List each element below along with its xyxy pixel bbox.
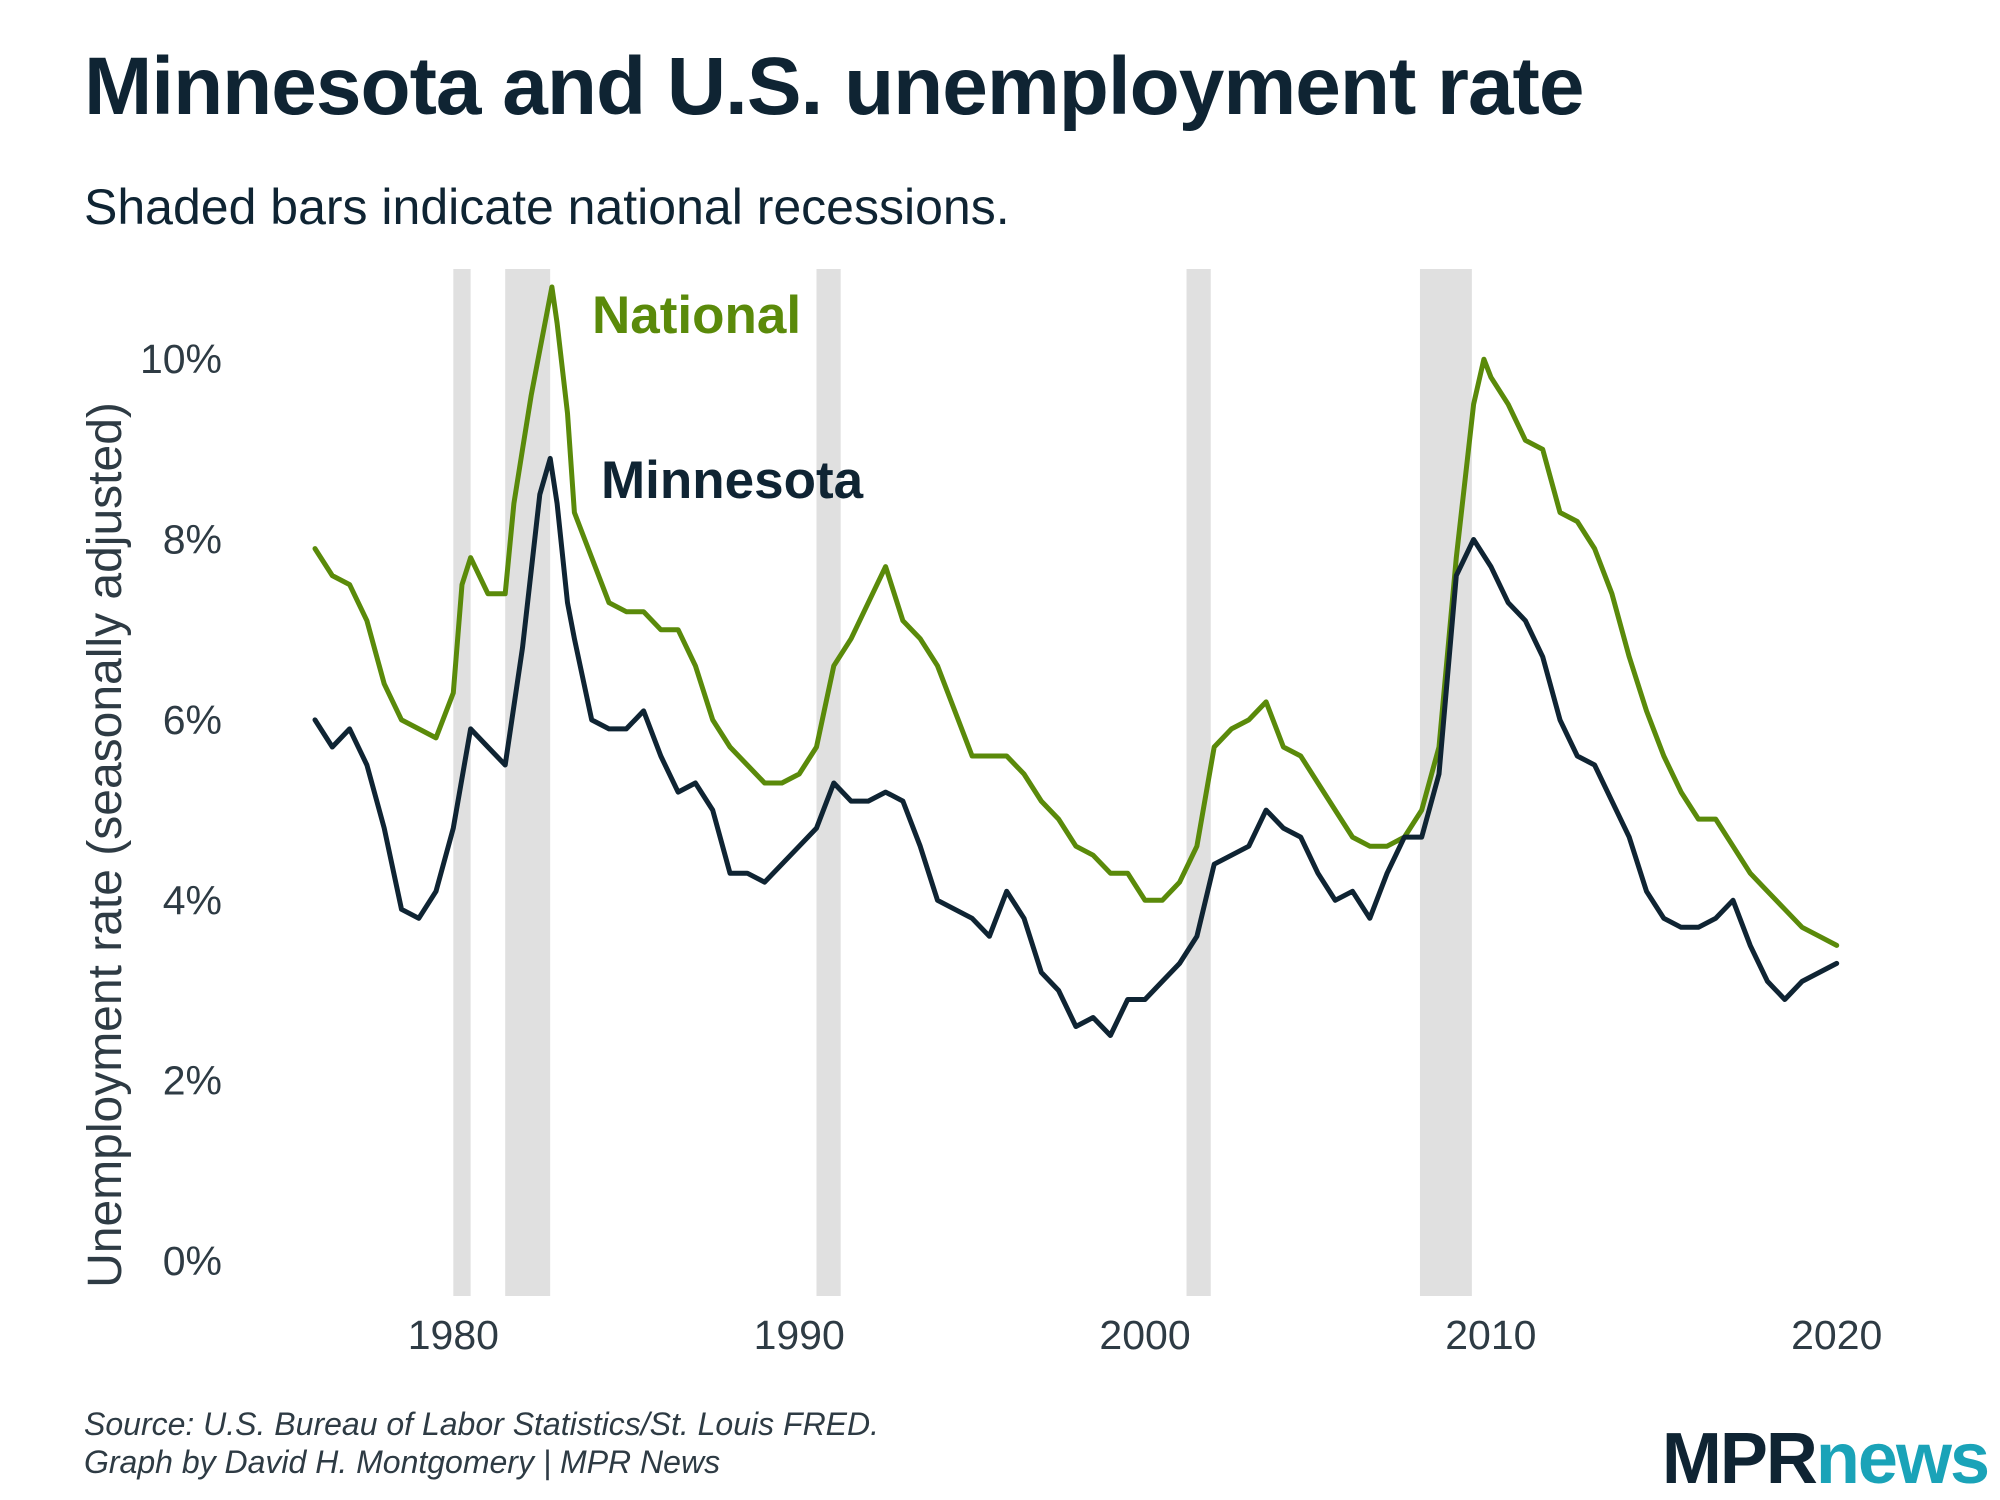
- y-tick-label: 6%: [163, 697, 222, 743]
- series-line-national: [312, 284, 1840, 948]
- chart-title: Minnesota and U.S. unemployment rate: [84, 41, 1584, 132]
- x-tick-label: 2000: [1099, 1312, 1190, 1358]
- series-label-national: National: [592, 286, 801, 345]
- y-axis-title: Unemployment rate (seasonally adjusted): [79, 402, 132, 1288]
- x-tick-label: 2010: [1445, 1312, 1536, 1358]
- chart-subtitle: Shaded bars indicate national recessions…: [84, 179, 1010, 235]
- series-line-minnesota: [312, 455, 1840, 1038]
- logo-news: news: [1815, 1419, 1990, 1499]
- source-line: Source: U.S. Bureau of Labor Statistics/…: [84, 1406, 880, 1442]
- y-tick-label: 2%: [163, 1058, 222, 1104]
- x-tick-label: 1990: [754, 1312, 845, 1358]
- x-axis-ticks: 1980 1990 2000 2010 2020: [408, 1312, 1883, 1358]
- recession-bars: [453, 269, 1472, 1296]
- y-tick-label: 4%: [163, 877, 222, 923]
- credit-line: Graph by David H. Montgomery | MPR News: [84, 1444, 721, 1480]
- y-tick-label: 10%: [140, 336, 222, 382]
- source-note: Source: U.S. Bureau of Labor Statistics/…: [84, 1405, 879, 1481]
- recession-bar-1: [505, 269, 551, 1296]
- y-axis-ticks: 0% 2% 4% 6% 8% 10%: [140, 336, 222, 1284]
- x-tick-label: 1980: [408, 1312, 499, 1358]
- series-label-minnesota: Minnesota: [601, 451, 864, 510]
- series-lines: [312, 284, 1840, 1038]
- logo-mpr: MPR: [1661, 1419, 1818, 1499]
- recession-bar-2: [816, 269, 841, 1296]
- y-tick-label: 8%: [163, 517, 222, 563]
- y-tick-label: 0%: [163, 1238, 222, 1284]
- mpr-news-logo: MPRnews: [1661, 1418, 1990, 1500]
- x-tick-label: 2020: [1791, 1312, 1882, 1358]
